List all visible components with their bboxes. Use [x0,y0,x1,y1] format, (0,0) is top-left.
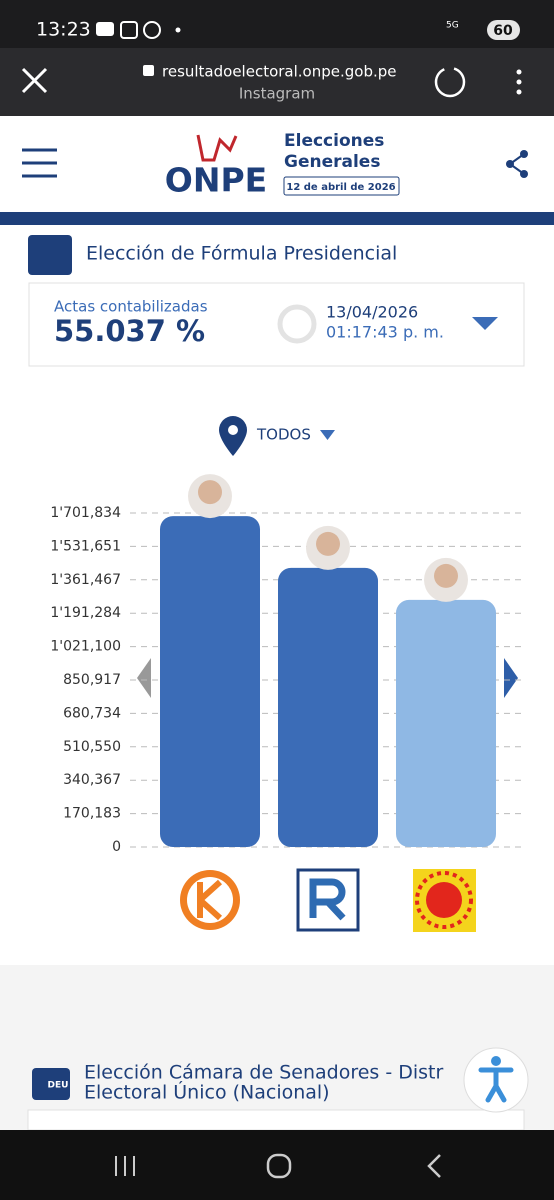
card [27,1109,525,1131]
section-title: Elección de Fórmula Presidencial [86,243,397,265]
dropdown-arrow[interactable] [472,317,498,330]
y-tick-label: 1'191,284 [50,605,121,621]
party-logo [197,879,223,921]
y-tick-label: 340,367 [63,772,121,788]
lock-icon [143,65,154,76]
home[interactable] [266,1153,292,1179]
battery [487,20,520,40]
accessibility-icon [491,1056,501,1066]
party-logo [415,871,473,929]
header-band [0,212,554,225]
y-tick-label: 1'021,100 [50,639,121,655]
section-title: Electoral Único (Nacional) [84,1080,330,1104]
y-tick-label: 1'531,651 [50,538,121,554]
summary-label: Actas contabilizadas [54,298,208,316]
y-tick-label: 510,550 [63,739,121,755]
summary-time: 01:17:43 p. m. [326,323,444,342]
y-tick-label: 850,917 [63,672,121,688]
party-logo [309,878,346,921]
y-tick-label: 1'701,834 [50,505,121,521]
badge: DEU [48,1081,69,1091]
candidate-face [434,563,458,588]
clock: 13:23 [36,19,91,41]
next-arrow[interactable] [504,658,518,698]
header-title: Generales [284,152,380,172]
bar [396,599,496,847]
recent-apps[interactable] [115,1156,135,1176]
source: Instagram [239,85,315,103]
shield-icon [28,235,72,275]
filter-arrow[interactable] [320,430,335,440]
logo: ONPE [165,161,267,200]
prev-arrow[interactable] [137,658,151,698]
party-logo [426,882,462,918]
speed-icon[interactable] [434,66,466,98]
nav-bar [0,1130,554,1200]
filter[interactable]: TODOS [256,426,311,444]
summary-card [28,282,525,367]
y-tick-label: 170,183 [63,806,121,822]
close-button[interactable] [21,67,48,94]
header [0,116,554,212]
y-tick-label: 0 [112,839,121,855]
hamburger[interactable] [22,148,57,178]
icon [120,21,138,39]
badge-icon [32,1068,70,1100]
chart: 0 170,183 340,367 510,550 680,734 850,917 1'02… [50,474,525,855]
bar [160,516,260,847]
party-logo [187,877,233,923]
date-box [283,176,400,196]
menu-button[interactable] [516,69,522,95]
location-icon [228,425,238,435]
icon [96,22,114,36]
status-bar [0,0,554,48]
bar [278,567,378,847]
accessibility-icon [478,1067,514,1103]
y-tick-label: 680,734 [63,705,121,721]
summary-date: 13/04/2026 [326,303,418,322]
url: resultadoelectoral.onpe.gob.pe [162,63,397,81]
candidate-face [198,480,222,505]
y-tick-label: 1'361,467 [50,572,121,588]
header-title: Elecciones [284,131,384,151]
icon [175,27,181,33]
summary-percent: 55.037 % [54,314,205,348]
logo-mark [196,134,238,162]
election-date: 12 de abril de 2026 [286,182,395,193]
clock-icon [277,304,317,344]
network: 5G [446,21,459,31]
battery-level: 60 [493,23,513,39]
candidate-face [316,531,340,556]
section-title: Elección Cámara de Senadores - Distr [84,1062,443,1084]
location-icon [219,416,247,456]
back[interactable] [427,1154,441,1178]
icon [143,21,161,39]
share-button[interactable] [506,150,528,178]
browser-bar [0,48,554,116]
